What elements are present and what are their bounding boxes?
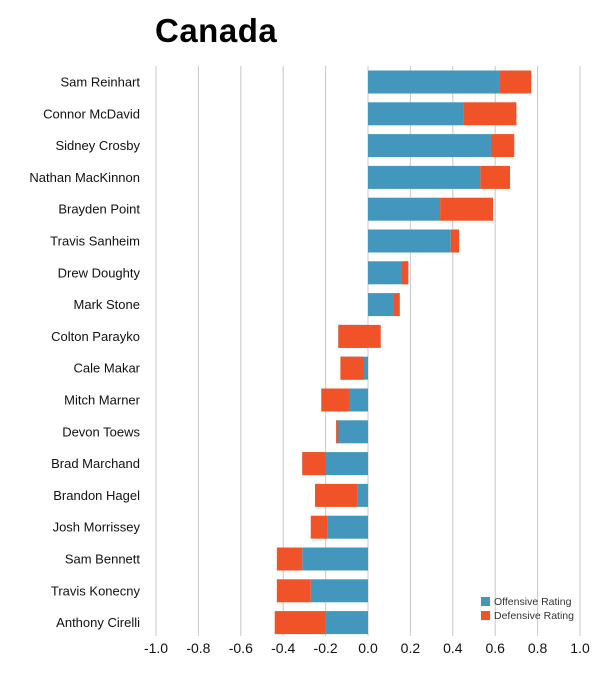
bar-layer: [274, 70, 532, 635]
x-tick-label: 1.0: [570, 640, 590, 656]
bar-offensive: [327, 515, 368, 539]
tick-layer: -1.0 -0.8 -0.6 -0.4 -0.2 0.0 0.2 0.4 0.6 0.8 1.0: [144, 640, 590, 656]
category-label: Sidney Crosby: [55, 138, 140, 153]
category-label: Cale Makar: [74, 361, 141, 376]
x-tick-label: 0.2: [401, 640, 421, 656]
bar-defensive: [499, 70, 532, 94]
legend-swatch: [481, 611, 490, 620]
bar-defensive: [310, 515, 328, 539]
bar-offensive: [368, 102, 464, 126]
bar-defensive: [450, 229, 460, 253]
bar-offensive: [368, 261, 409, 285]
legend-label: Offensive Rating: [494, 596, 572, 608]
bar-offensive: [368, 197, 441, 221]
x-tick-label: 0.8: [528, 640, 548, 656]
bar-offensive: [368, 229, 451, 253]
bar-offensive: [368, 165, 481, 189]
bar-offensive: [357, 483, 368, 507]
bar-defensive: [302, 452, 326, 476]
bar-offensive: [302, 547, 368, 571]
bar-defensive: [274, 611, 326, 635]
bar-defensive: [440, 197, 494, 221]
x-tick-label: -0.2: [314, 640, 338, 656]
category-label: Josh Morrissey: [53, 520, 141, 535]
x-tick-label: -0.4: [271, 640, 295, 656]
legend-label: Defensive Rating: [494, 610, 574, 622]
category-label: Connor McDavid: [43, 106, 140, 121]
category-label: Brandon Hagel: [53, 488, 140, 503]
category-label: Mark Stone: [74, 297, 140, 312]
category-label: Mitch Marner: [64, 393, 141, 408]
bar-defensive: [340, 356, 364, 380]
bar-offensive: [368, 70, 500, 94]
bar-defensive: [336, 420, 339, 444]
x-tick-label: 0.6: [485, 640, 505, 656]
x-tick-label: -0.6: [229, 640, 253, 656]
bar-defensive: [338, 324, 381, 348]
category-label: Travis Konecny: [51, 583, 141, 598]
chart-title: Canada: [155, 12, 278, 49]
label-layer: Sam Reinhart Connor McDavid Sidney Crosby N…: [29, 75, 140, 631]
category-label: Colton Parayko: [51, 329, 140, 344]
bar-offensive: [325, 611, 368, 635]
category-label: Travis Sanheim: [50, 234, 140, 249]
bar-defensive: [480, 165, 511, 189]
bar-defensive: [463, 102, 517, 126]
bar-defensive: [401, 261, 409, 285]
x-tick-label: 0.0: [358, 640, 378, 656]
legend: Offensive Rating Defensive Rating: [481, 596, 574, 622]
category-label: Sam Reinhart: [61, 75, 141, 90]
grid-layer: [155, 66, 581, 636]
bar-defensive: [393, 293, 400, 317]
x-tick-label: -0.8: [186, 640, 210, 656]
bar-defensive: [315, 483, 358, 507]
bar-offensive: [336, 420, 368, 444]
category-label: Brayden Point: [58, 202, 140, 217]
legend-swatch: [481, 597, 490, 606]
category-label: Anthony Cirelli: [56, 615, 140, 630]
bar-offensive: [368, 134, 491, 158]
bar-defensive: [276, 547, 303, 571]
bar-offensive: [368, 293, 394, 317]
category-label: Drew Doughty: [58, 265, 141, 280]
x-tick-label: -1.0: [144, 640, 168, 656]
category-label: Sam Bennett: [65, 552, 141, 567]
category-label: Devon Toews: [62, 424, 140, 439]
category-label: Nathan MacKinnon: [29, 170, 140, 185]
category-label: Brad Marchand: [51, 456, 140, 471]
bar-defensive: [276, 579, 311, 603]
bar-defensive: [490, 134, 515, 158]
bar-defensive: [321, 388, 349, 412]
x-tick-label: 0.4: [443, 640, 463, 656]
bar-offensive: [310, 579, 368, 603]
